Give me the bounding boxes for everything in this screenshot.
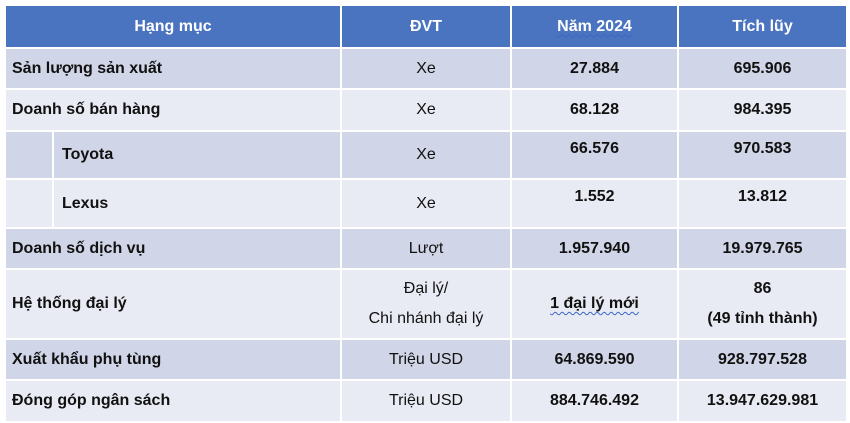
table-row: Doanh số dịch vụ Lượt 1.957.940 19.979.7… <box>4 227 848 270</box>
header-cumulative: Tích lũy <box>677 4 848 49</box>
row-category: Doanh số bán hàng <box>4 88 342 132</box>
row-year-value: 66.576 <box>510 130 679 180</box>
header-row: Hạng mục ĐVT Năm 2024 Tích lũy <box>4 4 848 49</box>
row-year-value: 1.552 <box>510 178 679 229</box>
row-unit: Xe <box>340 47 512 90</box>
row-total-value: 984.395 <box>677 88 848 132</box>
row-category: Doanh số dịch vụ <box>4 227 342 270</box>
unit-line-1: Đại lý/ <box>403 280 449 297</box>
row-total-value: 19.979.765 <box>677 227 848 270</box>
row-total-value: 86 (49 tỉnh thành) <box>677 268 848 340</box>
header-unit: ĐVT <box>340 4 512 49</box>
row-year-value-text: 1 đại lý mới <box>550 295 639 312</box>
row-unit: Đại lý/ Chi nhánh đại lý <box>340 268 512 340</box>
row-category: Toyota <box>4 130 342 180</box>
data-table: Hạng mục ĐVT Năm 2024 Tích lũy Sản lượng… <box>4 4 848 423</box>
row-unit: Xe <box>340 130 512 180</box>
row-year-value: 884.746.492 <box>510 379 679 423</box>
row-unit: Xe <box>340 88 512 132</box>
table-row: Sản lượng sản xuất Xe 27.884 695.906 <box>4 47 848 90</box>
row-category: Xuất khẩu phụ tùng <box>4 338 342 381</box>
header-year-2024-label: Năm 2024 <box>557 17 632 35</box>
table-row: Lexus Xe 1.552 13.812 <box>4 178 848 229</box>
total-line-2: (49 tỉnh thành) <box>707 310 818 327</box>
row-total-value: 695.906 <box>677 47 848 90</box>
row-category: Đóng góp ngân sách <box>4 379 342 423</box>
row-total-value: 970.583 <box>677 130 848 180</box>
row-year-value: 68.128 <box>510 88 679 132</box>
row-unit: Triệu USD <box>340 338 512 381</box>
unit-line-2: Chi nhánh đại lý <box>368 310 484 327</box>
header-year-2024: Năm 2024 <box>510 4 679 49</box>
indent-cell <box>6 180 54 227</box>
sub-category-label: Lexus <box>62 194 109 212</box>
row-unit: Lượt <box>340 227 512 270</box>
indent-cell <box>6 132 54 178</box>
row-unit: Xe <box>340 178 512 229</box>
row-total-value: 13.812 <box>677 178 848 229</box>
row-category: Hệ thống đại lý <box>4 268 342 340</box>
row-year-value: 27.884 <box>510 47 679 90</box>
sub-category-label: Toyota <box>62 146 114 163</box>
total-line-1: 86 <box>753 280 772 297</box>
row-total-value: 928.797.528 <box>677 338 848 381</box>
row-year-value: 1.957.940 <box>510 227 679 270</box>
table-row: Xuất khẩu phụ tùng Triệu USD 64.869.590 … <box>4 338 848 381</box>
row-unit: Triệu USD <box>340 379 512 423</box>
row-total-value: 13.947.629.981 <box>677 379 848 423</box>
table-row: Toyota Xe 66.576 970.583 <box>4 130 848 180</box>
row-year-value: 1 đại lý mới <box>510 268 679 340</box>
row-year-value: 64.869.590 <box>510 338 679 381</box>
table-row: Doanh số bán hàng Xe 68.128 984.395 <box>4 88 848 132</box>
table-row: Đóng góp ngân sách Triệu USD 884.746.492… <box>4 379 848 423</box>
row-category: Sản lượng sản xuất <box>4 47 342 90</box>
row-category: Lexus <box>4 178 342 229</box>
header-category: Hạng mục <box>4 4 342 49</box>
table-row: Hệ thống đại lý Đại lý/ Chi nhánh đại lý… <box>4 268 848 340</box>
